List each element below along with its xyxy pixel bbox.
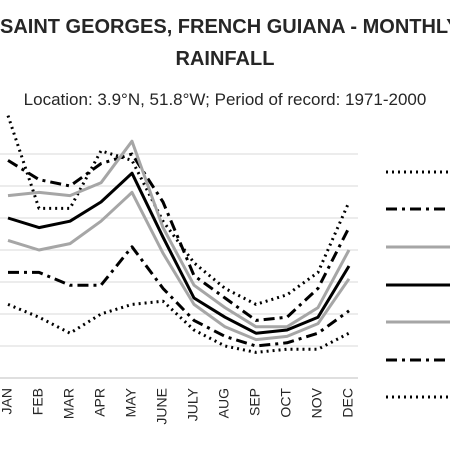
series-line-7 — [7, 299, 350, 354]
x-tick-label: FEB — [30, 388, 46, 415]
x-tick-label: JAN — [0, 388, 15, 414]
x-tick-label: APR — [92, 388, 108, 417]
x-tick-label: OCT — [278, 388, 294, 418]
x-tick-label: MAY — [123, 387, 139, 417]
series-line-2 — [7, 152, 351, 322]
x-tick-label: DEC — [340, 388, 356, 418]
chart-title-line-2: RAINFALL — [175, 48, 275, 70]
series-line-5 — [7, 190, 351, 342]
series-line-3 — [7, 139, 351, 329]
series-line-6 — [8, 245, 350, 348]
chart-subtitle: Location: 3.9°N, 51.8°W; Period of recor… — [23, 90, 427, 109]
x-tick-label: SEP — [247, 388, 263, 416]
x-tick-label: JUNE — [154, 388, 170, 425]
chart-title-line-1: SAINT GEORGES, FRENCH GUIANA - MONTHLY — [0, 16, 450, 38]
x-tick-label: JULY — [185, 387, 201, 421]
x-tick-label: NOV — [309, 387, 325, 418]
series-line-4 — [7, 171, 351, 335]
x-tick-label: AUG — [216, 388, 232, 418]
x-tick-label: MAR — [61, 388, 77, 419]
